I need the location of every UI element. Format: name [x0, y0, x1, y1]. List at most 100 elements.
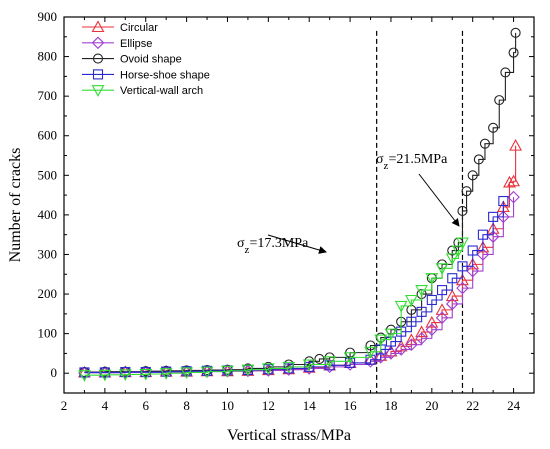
data-point	[426, 294, 437, 306]
plot-frame	[63, 16, 535, 394]
data-point	[302, 359, 316, 372]
legend-marker	[91, 20, 105, 33]
data-point	[456, 273, 469, 286]
data-point	[445, 253, 459, 266]
annotation-symbol: σ	[237, 236, 245, 251]
data-point	[282, 361, 296, 374]
data-point	[314, 353, 325, 365]
data-point	[507, 174, 520, 187]
x-tick-label: 20	[425, 398, 438, 413]
data-point	[476, 248, 490, 261]
y-tick-label: 0	[51, 365, 58, 380]
legend-marker	[91, 36, 105, 50]
data-point	[159, 365, 173, 379]
data-point	[473, 154, 484, 165]
x-tick-label: 4	[102, 398, 109, 413]
x-axis-title: Vertical strass/MPa	[227, 427, 351, 444]
data-point	[139, 368, 153, 381]
annotation-21-5: σz=21.5MPa	[376, 152, 448, 172]
data-point	[488, 211, 499, 222]
data-point	[365, 340, 376, 351]
data-point	[456, 237, 469, 250]
series-line	[84, 145, 517, 373]
legend-entry: Horse-shoe shape	[82, 69, 210, 81]
data-point	[241, 364, 255, 377]
data-point	[201, 365, 213, 376]
data-point	[436, 285, 448, 296]
data-point	[98, 366, 112, 380]
series-line	[84, 197, 515, 374]
data-point	[503, 175, 516, 188]
data-point	[451, 245, 465, 258]
legend-entry: Vertical-wall arch	[82, 85, 203, 97]
data-point	[467, 245, 478, 256]
annotation-value: =21.5MPa	[388, 152, 448, 167]
y-tick-label: 900	[38, 9, 58, 24]
data-point	[500, 67, 511, 78]
data-point	[466, 264, 479, 278]
data-point	[435, 311, 449, 325]
data-point	[78, 370, 91, 382]
data-point	[139, 366, 153, 379]
series-line	[84, 242, 464, 376]
y-tick-label: 700	[38, 88, 58, 103]
legend-entry: Ovoid shape	[82, 53, 182, 66]
annotation-value: =17.3MPa	[249, 236, 309, 251]
data-point	[457, 205, 468, 216]
data-point	[384, 347, 398, 360]
data-point	[477, 229, 488, 240]
legend-label: Ovoid shape	[120, 54, 182, 66]
legend-marker	[92, 53, 104, 64]
legend-label: Ellipse	[120, 38, 152, 50]
legend-marker	[91, 85, 105, 97]
data-point	[445, 297, 459, 311]
data-point	[509, 138, 523, 151]
x-tick-label: 8	[183, 398, 190, 413]
data-point	[488, 122, 499, 133]
data-point	[497, 210, 510, 224]
y-tick-label: 800	[38, 49, 58, 64]
series-line	[84, 201, 504, 373]
legend: Circular Ellipse Ovoid shape Horse-shoe sha…	[82, 20, 210, 97]
data-point	[447, 245, 458, 256]
data-point	[323, 356, 337, 368]
x-tick-label: 18	[384, 398, 397, 413]
y-axis-title: Number of cracks	[7, 148, 24, 263]
data-point	[394, 300, 408, 313]
series-horse-shoe-shape	[79, 195, 509, 378]
annotation-subscript: z	[245, 244, 250, 256]
data-point	[119, 366, 132, 379]
data-point	[98, 369, 112, 382]
y-tick-label: 100	[38, 326, 58, 341]
data-point	[447, 273, 458, 284]
data-point	[261, 363, 275, 376]
data-point	[461, 186, 472, 197]
data-point	[457, 261, 468, 272]
data-point	[180, 367, 194, 380]
data-point	[118, 369, 132, 382]
annotation-17-3: σz=17.3MPa	[237, 236, 309, 256]
data-point	[415, 325, 429, 338]
data-point	[405, 338, 418, 351]
x-tick-label: 14	[303, 398, 317, 413]
y-tick-label: 200	[38, 286, 58, 301]
data-point	[425, 273, 439, 285]
x-tick-label: 24	[507, 398, 521, 413]
x-tick-label: 16	[344, 398, 358, 413]
annotation-subscript: z	[384, 160, 389, 172]
data-point	[384, 328, 398, 341]
data-point	[415, 285, 429, 297]
x-tick-label: 2	[61, 398, 68, 413]
data-point	[425, 315, 439, 328]
axes: 2 4 6 8 10 12 14 16 18 20 22 2401002003004005006007…	[7, 9, 535, 444]
data-point	[364, 346, 377, 359]
legend-label: Circular	[120, 22, 158, 34]
data-point	[467, 170, 478, 181]
data-point	[394, 343, 408, 356]
x-tick-label: 10	[221, 398, 234, 413]
data-point	[508, 47, 519, 58]
series-line	[84, 32, 517, 373]
data-point	[406, 316, 417, 327]
series-vertical-wall-arch	[78, 237, 469, 382]
